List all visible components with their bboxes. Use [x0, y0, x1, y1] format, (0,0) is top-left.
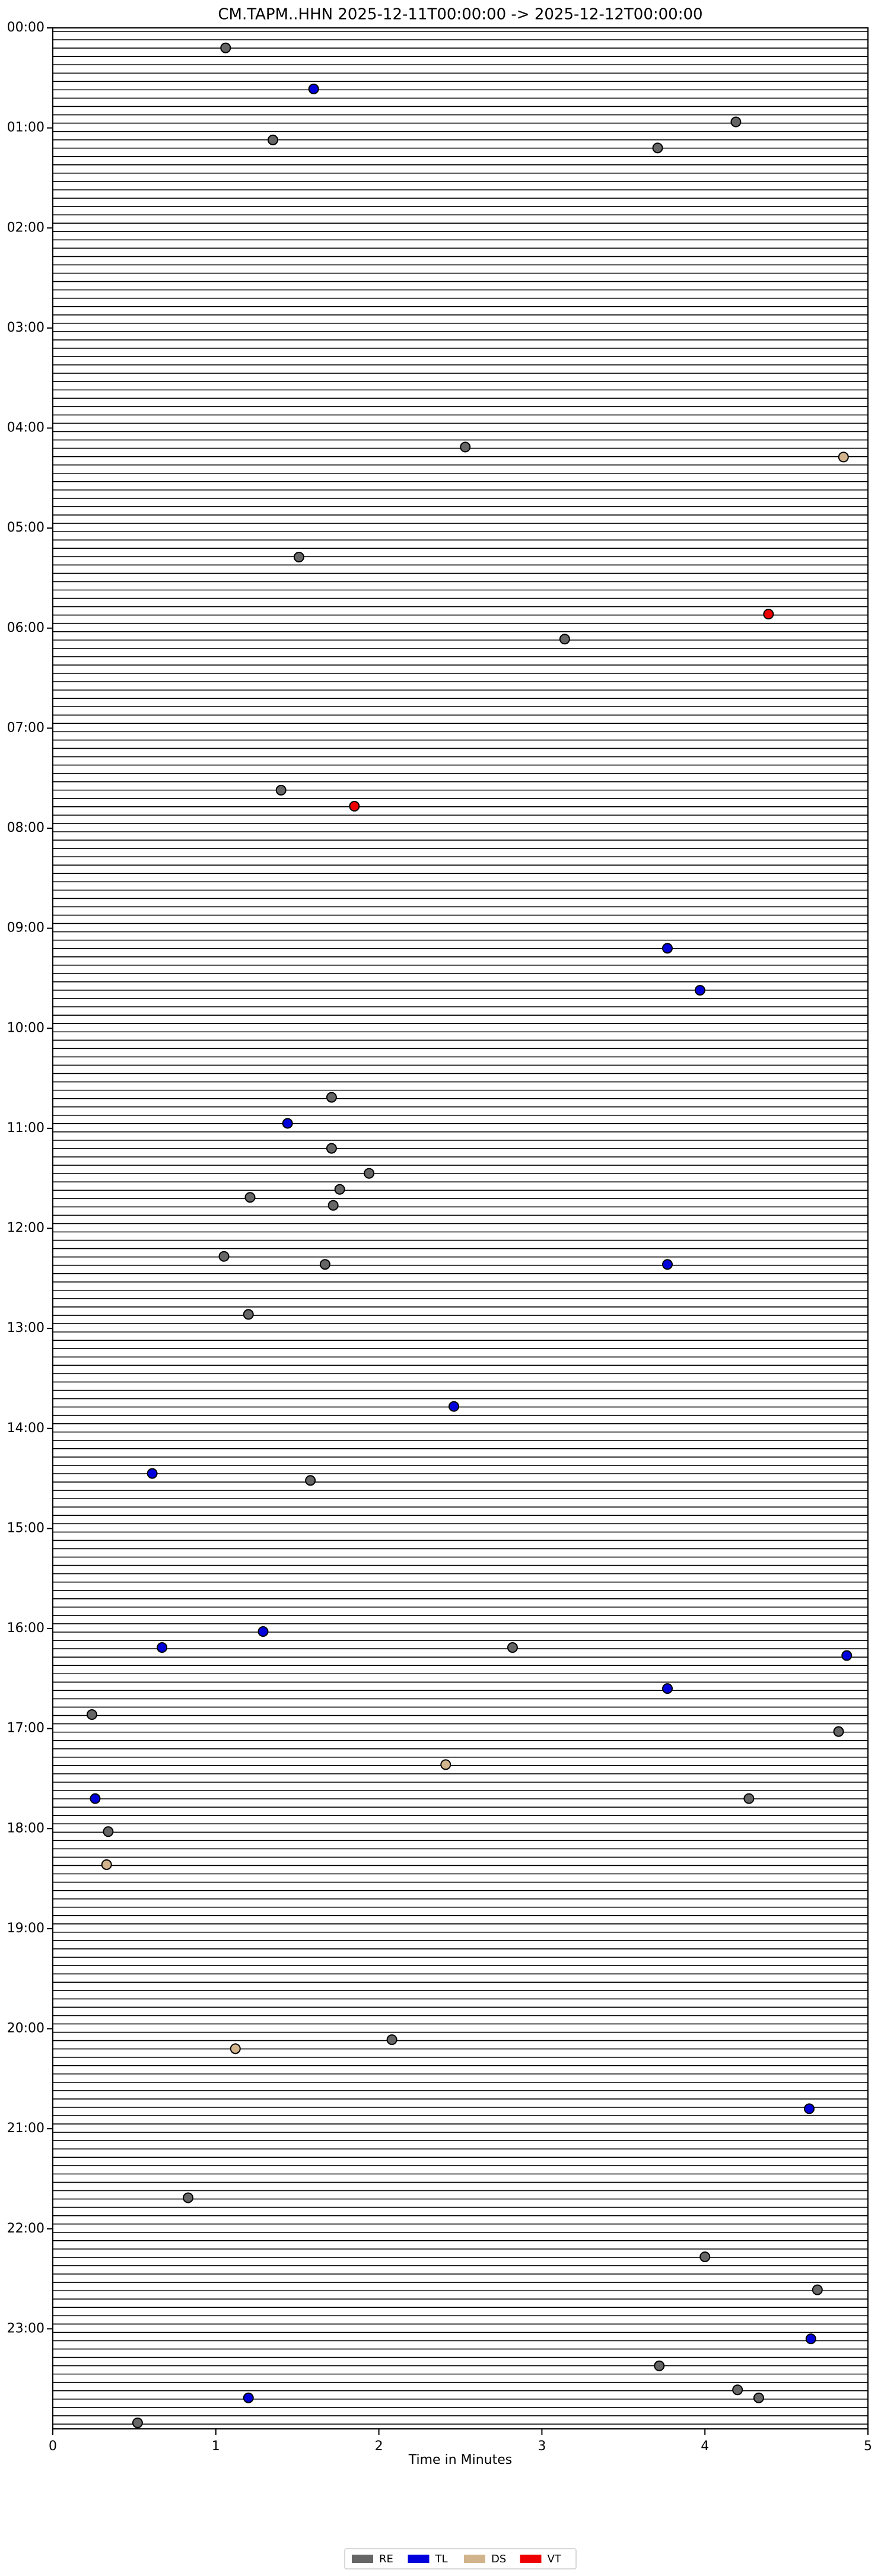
event-marker	[838, 451, 849, 463]
y-tick-label: 11:00	[7, 1121, 44, 1136]
y-tick-label: 21:00	[7, 2121, 44, 2136]
event-marker	[805, 2333, 816, 2345]
legend-box	[344, 2548, 577, 2569]
y-tick-label: 13:00	[7, 1321, 44, 1335]
y-tick-label: 02:00	[7, 220, 44, 235]
y-tick-label: 07:00	[7, 720, 44, 735]
y-tick-label: 04:00	[7, 421, 44, 435]
event-marker	[243, 2392, 254, 2403]
event-marker	[132, 2417, 143, 2428]
y-tick-label: 19:00	[7, 1921, 44, 1936]
x-tick-label: 3	[537, 2439, 546, 2454]
y-tick-label: 23:00	[7, 2321, 44, 2336]
y-tick-label: 17:00	[7, 1721, 44, 1736]
event-marker	[282, 1118, 293, 1129]
event-marker	[257, 1626, 269, 1637]
event-marker	[763, 609, 774, 620]
event-marker	[654, 2360, 665, 2371]
y-tick-label: 08:00	[7, 820, 44, 835]
event-marker	[812, 2284, 823, 2295]
event-marker	[833, 1726, 844, 1737]
event-marker	[326, 1143, 337, 1154]
legend-label: VT	[548, 2553, 562, 2565]
event-marker	[90, 1793, 101, 1804]
event-marker	[275, 784, 287, 796]
event-marker	[730, 116, 742, 128]
y-tick-label: 20:00	[7, 2021, 44, 2036]
event-marker	[293, 552, 304, 563]
event-marker	[661, 943, 673, 954]
event-marker	[661, 1259, 673, 1270]
legend-swatch	[520, 2555, 542, 2563]
x-tick-label: 4	[701, 2439, 709, 2454]
event-marker	[86, 1709, 97, 1720]
legend-label: TL	[435, 2553, 448, 2565]
traces	[53, 31, 868, 2425]
event-marker	[743, 1793, 755, 1804]
event-marker	[147, 1468, 158, 1479]
y-tick-label: 12:00	[7, 1221, 44, 1236]
y-tick-label: 22:00	[7, 2221, 44, 2236]
y-tick-label: 14:00	[7, 1421, 44, 1436]
x-tick-label: 1	[212, 2439, 220, 2454]
event-marker	[243, 1309, 254, 1320]
event-marker	[364, 1168, 375, 1179]
event-marker	[305, 1475, 316, 1486]
event-marker	[460, 441, 471, 453]
x-tick-label: 2	[375, 2439, 383, 2454]
event-marker	[157, 1642, 168, 1653]
event-marker	[699, 2251, 711, 2262]
event-marker	[661, 1683, 673, 1694]
x-axis-label: Time in Minutes	[408, 2453, 513, 2467]
event-marker	[694, 985, 705, 996]
y-tick-label: 06:00	[7, 621, 44, 635]
event-marker	[349, 800, 360, 812]
legend-swatch	[464, 2555, 485, 2563]
event-marker	[101, 1859, 112, 1870]
legend-swatch	[352, 2555, 373, 2563]
event-marker	[326, 1092, 337, 1103]
event-marker	[386, 2034, 397, 2046]
x-tick-label: 0	[49, 2439, 57, 2454]
x-tick-label: 5	[864, 2439, 872, 2454]
event-marker	[334, 1184, 345, 1195]
event-marker	[183, 2192, 194, 2203]
y-tick-label: 15:00	[7, 1521, 44, 1535]
event-marker	[559, 634, 570, 645]
event-marker	[753, 2392, 764, 2403]
event-marker	[218, 1251, 230, 1262]
y-tick-label: 09:00	[7, 921, 44, 936]
event-marker	[267, 134, 278, 145]
event-marker	[841, 1650, 853, 1661]
event-marker	[308, 83, 319, 94]
event-marker	[327, 1200, 339, 1211]
event-marker	[103, 1826, 114, 1837]
legend-label: RE	[379, 2553, 393, 2565]
y-tick-label: 18:00	[7, 1821, 44, 1836]
event-marker	[230, 2043, 241, 2055]
y-tick-label: 16:00	[7, 1621, 44, 1636]
y-tick-label: 01:00	[7, 120, 44, 135]
event-marker	[449, 1401, 460, 1412]
chart-title: CM.TAPM..HHN 2025-12-11T00:00:00 -> 2025…	[218, 6, 702, 24]
event-marker	[652, 142, 663, 154]
event-marker	[507, 1642, 518, 1653]
event-marker	[732, 2384, 743, 2396]
event-marker	[244, 1192, 256, 1203]
y-tick-label: 00:00	[7, 20, 44, 35]
legend-label: DS	[491, 2553, 506, 2565]
y-tick-label: 10:00	[7, 1020, 44, 1035]
legend-swatch	[408, 2555, 430, 2563]
event-marker	[804, 2103, 815, 2114]
event-marker	[440, 1759, 451, 1770]
event-marker	[319, 1259, 330, 1270]
y-tick-label: 03:00	[7, 320, 44, 335]
event-marker	[220, 42, 231, 53]
y-tick-label: 05:00	[7, 520, 44, 535]
